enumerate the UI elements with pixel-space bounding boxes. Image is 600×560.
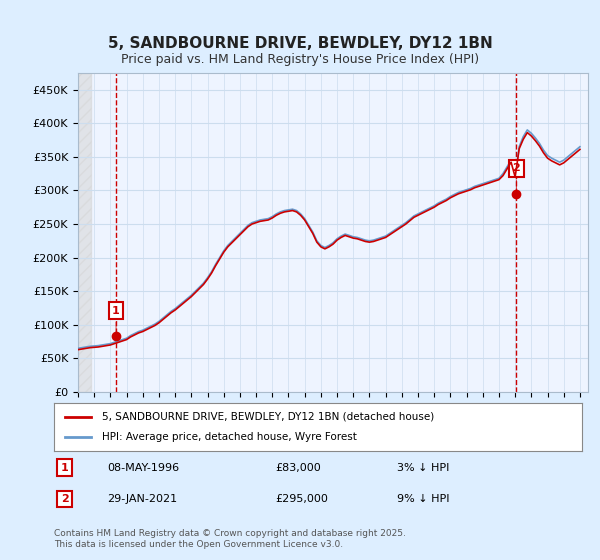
Bar: [78, 73, 91, 392]
Text: 2: 2: [61, 494, 68, 504]
Text: 08-MAY-1996: 08-MAY-1996: [107, 463, 179, 473]
Text: 5, SANDBOURNE DRIVE, BEWDLEY, DY12 1BN (detached house): 5, SANDBOURNE DRIVE, BEWDLEY, DY12 1BN (…: [101, 412, 434, 422]
Text: 1: 1: [112, 306, 120, 316]
Text: £295,000: £295,000: [276, 494, 329, 504]
Text: 29-JAN-2021: 29-JAN-2021: [107, 494, 177, 504]
Text: HPI: Average price, detached house, Wyre Forest: HPI: Average price, detached house, Wyre…: [101, 432, 356, 442]
Text: Price paid vs. HM Land Registry's House Price Index (HPI): Price paid vs. HM Land Registry's House …: [121, 53, 479, 66]
Text: 5, SANDBOURNE DRIVE, BEWDLEY, DY12 1BN: 5, SANDBOURNE DRIVE, BEWDLEY, DY12 1BN: [107, 36, 493, 52]
Text: Contains HM Land Registry data © Crown copyright and database right 2025.
This d: Contains HM Land Registry data © Crown c…: [54, 529, 406, 549]
Text: 2: 2: [512, 163, 520, 173]
Text: £83,000: £83,000: [276, 463, 322, 473]
Text: 3% ↓ HPI: 3% ↓ HPI: [397, 463, 449, 473]
Text: 9% ↓ HPI: 9% ↓ HPI: [397, 494, 450, 504]
Text: 1: 1: [61, 463, 68, 473]
